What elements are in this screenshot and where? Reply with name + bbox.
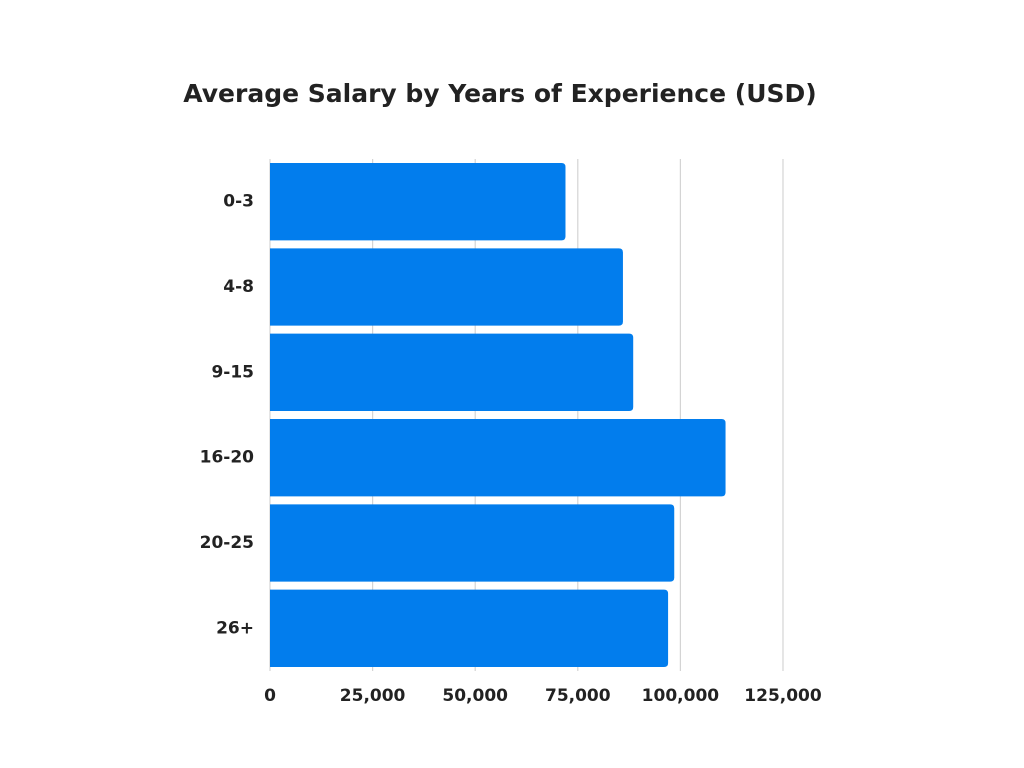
chart-title: Average Salary by Years of Experience (U…	[183, 79, 816, 108]
y-tick-label: 0-3	[223, 192, 254, 212]
x-tick-label: 125,000	[744, 686, 822, 706]
x-tick-label: 100,000	[642, 686, 720, 706]
bar	[270, 589, 669, 667]
y-tick-label: 26+	[216, 618, 254, 638]
bar	[270, 333, 634, 411]
bar	[270, 248, 623, 326]
bar	[270, 419, 726, 497]
x-tick-label: 50,000	[442, 686, 508, 706]
y-tick-label: 20-25	[200, 533, 254, 553]
bar	[270, 163, 566, 241]
x-tick-label: 25,000	[340, 686, 406, 706]
x-tick-label: 75,000	[545, 686, 611, 706]
bar	[270, 504, 675, 582]
y-tick-label: 9-15	[211, 362, 254, 382]
x-tick-label: 0	[264, 686, 276, 706]
y-tick-label: 4-8	[223, 277, 254, 297]
y-tick-label: 16-20	[200, 448, 255, 468]
